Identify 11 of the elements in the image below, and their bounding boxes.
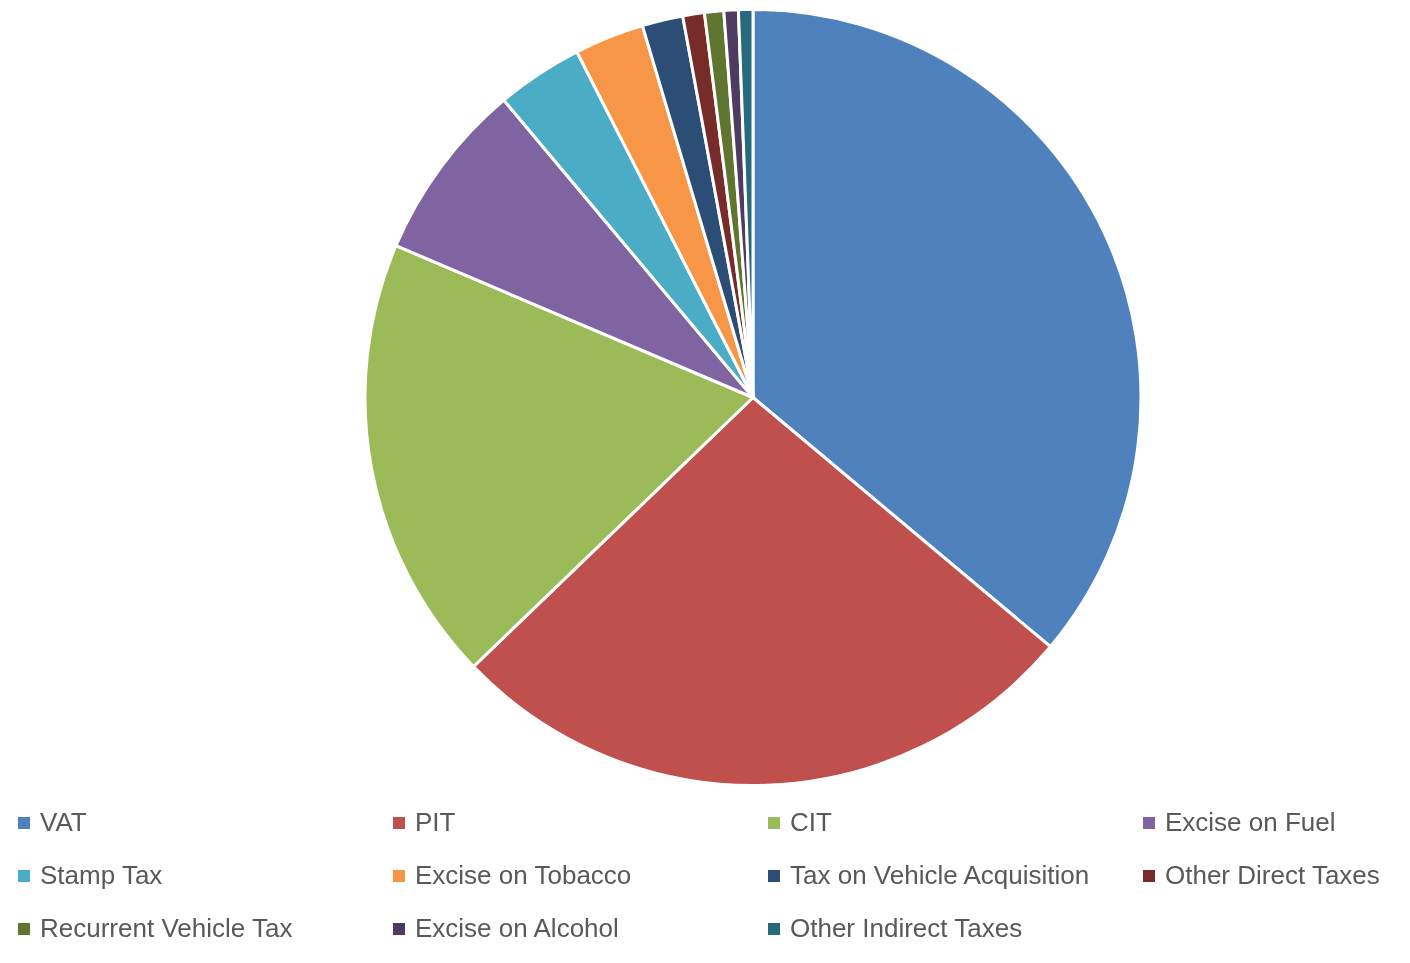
legend-label: Tax on Vehicle Acquisition [790, 860, 1090, 891]
legend-label: Excise on Tobacco [415, 860, 632, 891]
legend-label: VAT [40, 807, 87, 838]
legend-label: CIT [790, 807, 832, 838]
legend-label: Other Direct Taxes [1165, 860, 1380, 891]
legend-label: Stamp Tax [40, 860, 163, 891]
legend-label: Excise on Alcohol [415, 913, 619, 944]
legend-label: Excise on Fuel [1165, 807, 1336, 838]
legend-label: PIT [415, 807, 456, 838]
legend-label: Recurrent Vehicle Tax [40, 913, 293, 944]
legend-label: Other Indirect Taxes [790, 913, 1023, 944]
